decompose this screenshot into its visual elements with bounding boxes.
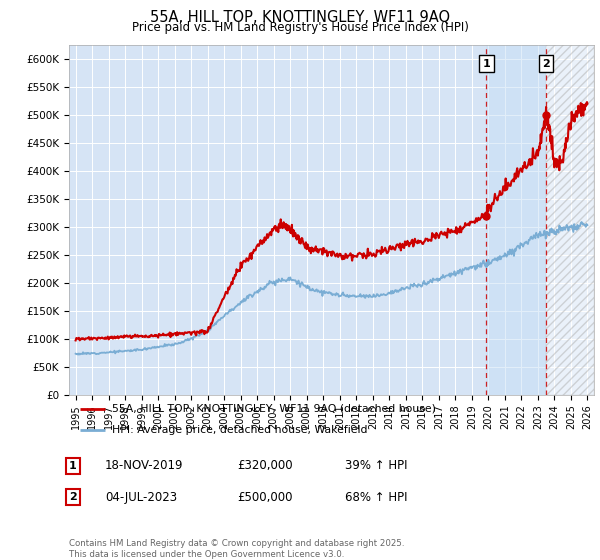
Text: 55A, HILL TOP, KNOTTINGLEY, WF11 9AQ (detached house): 55A, HILL TOP, KNOTTINGLEY, WF11 9AQ (de… <box>112 404 436 414</box>
Text: 1: 1 <box>482 59 490 69</box>
Text: HPI: Average price, detached house, Wakefield: HPI: Average price, detached house, Wake… <box>112 426 368 435</box>
Text: 68% ↑ HPI: 68% ↑ HPI <box>345 491 407 504</box>
Text: 04-JUL-2023: 04-JUL-2023 <box>105 491 177 504</box>
Text: 2: 2 <box>542 59 550 69</box>
Bar <box>487 45 546 395</box>
Text: 1: 1 <box>69 461 77 471</box>
Text: Price paid vs. HM Land Registry's House Price Index (HPI): Price paid vs. HM Land Registry's House … <box>131 21 469 34</box>
Text: 18-NOV-2019: 18-NOV-2019 <box>105 459 184 473</box>
Text: £320,000: £320,000 <box>237 459 293 473</box>
Text: 55A, HILL TOP, KNOTTINGLEY, WF11 9AQ: 55A, HILL TOP, KNOTTINGLEY, WF11 9AQ <box>150 10 450 25</box>
Text: 2: 2 <box>69 492 77 502</box>
Bar <box>546 45 594 395</box>
Text: £500,000: £500,000 <box>237 491 293 504</box>
Text: 39% ↑ HPI: 39% ↑ HPI <box>345 459 407 473</box>
Text: Contains HM Land Registry data © Crown copyright and database right 2025.
This d: Contains HM Land Registry data © Crown c… <box>69 539 404 559</box>
